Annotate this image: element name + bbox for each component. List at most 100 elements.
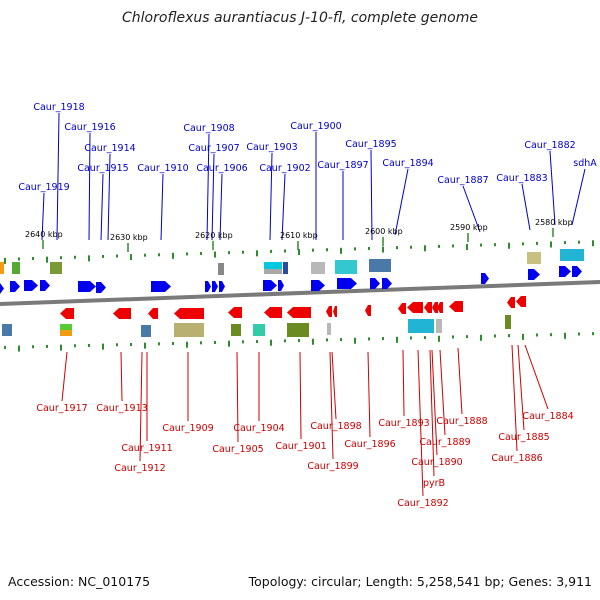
gene-label-forward: Caur_1910 <box>137 163 188 174</box>
tick-dot <box>410 245 412 249</box>
forward-gene-arrow <box>78 281 96 292</box>
forward-gene-arrow <box>40 280 50 291</box>
reverse-gene-arrow <box>326 306 332 317</box>
reverse-gene-labels: Caur_1917 Caur_1913 Caur_1911 Caur_1912 Caur… <box>36 403 573 509</box>
tick-dot <box>536 241 538 245</box>
leader-line <box>100 173 104 241</box>
tick-dot <box>298 339 300 343</box>
tick-dot <box>270 249 272 253</box>
scale-label: 2640 kbp <box>25 230 63 239</box>
reverse-gene-arrow <box>449 301 463 312</box>
tick-dot <box>186 252 188 256</box>
leader-line <box>281 173 286 241</box>
forward-gene-arrow <box>0 283 4 294</box>
gene-label-reverse: Caur_1917 <box>36 403 87 414</box>
reverse-gene-arrow <box>516 296 526 307</box>
tick-dot <box>354 337 356 344</box>
feature-boxes <box>0 249 584 337</box>
scale-labels: 2640 kbp 2630 kbp 2620 kbp 2610 kbp 2600 kbp… <box>25 218 573 252</box>
leader-line <box>329 351 334 460</box>
feature-box <box>436 319 442 333</box>
scale-label: 2590 kbp <box>450 223 488 232</box>
tick-dot <box>256 250 258 257</box>
leader-line <box>211 153 215 241</box>
feature-box <box>50 262 62 274</box>
forward-gene-arrow <box>481 273 489 284</box>
tick-dot <box>284 339 286 343</box>
leader-line <box>139 351 143 462</box>
feature-box <box>141 325 151 337</box>
tick-dot <box>214 251 216 258</box>
gene-label-forward: Caur_1894 <box>382 158 433 169</box>
leader-line <box>549 150 556 226</box>
feature-box <box>311 262 325 274</box>
feature-box <box>60 330 72 336</box>
tick-dot <box>214 341 216 345</box>
tick-dot <box>74 255 76 259</box>
tick-dot <box>340 247 342 254</box>
gene-label-forward: Caur_1895 <box>345 139 396 150</box>
tick-dot <box>550 241 552 248</box>
gene-label-forward: Caur_1919 <box>18 182 69 193</box>
leader-line <box>88 132 91 241</box>
tick-dot <box>354 247 356 251</box>
leader-line <box>61 351 68 402</box>
feature-box <box>287 323 309 337</box>
reverse-gene-arrow <box>174 308 204 319</box>
tick-dot <box>396 336 398 343</box>
tick-dot <box>46 344 48 348</box>
feature-box <box>264 269 282 274</box>
gene-label-reverse: Caur_1885 <box>498 432 549 443</box>
forward-gene-arrow <box>263 280 277 291</box>
tick-dot <box>116 254 118 258</box>
gene-label-forward: Caur_1883 <box>496 173 547 184</box>
feature-box <box>283 262 288 274</box>
forward-gene-arrow <box>24 280 38 291</box>
reverse-leader-lines <box>61 344 549 497</box>
gene-label-forward: Caur_1903 <box>246 142 297 153</box>
leader-line <box>41 192 45 241</box>
tick-dot <box>522 242 524 246</box>
reverse-gene-arrow <box>424 302 432 313</box>
feature-box <box>60 324 72 330</box>
tick-dot <box>382 246 384 253</box>
gene-label-forward: Caur_1902 <box>259 163 310 174</box>
leader-line <box>521 183 531 231</box>
tick-dot <box>60 256 62 260</box>
forward-gene-labels: Caur_1918 Caur_1916 Caur_1914 Caur_1915 Caur… <box>18 102 597 193</box>
tick-dot <box>228 340 230 347</box>
reverse-gene-arrow <box>432 302 438 313</box>
tick-dot <box>312 338 314 345</box>
leader-line <box>462 185 481 233</box>
leader-line <box>517 344 525 431</box>
accession-label: Accession: NC_010175 <box>8 574 151 589</box>
tick-dot <box>494 334 496 338</box>
reverse-gene-arrow <box>228 307 242 318</box>
feature-box <box>174 323 204 337</box>
reverse-gene-arrow <box>148 308 158 319</box>
feature-box <box>253 324 265 336</box>
forward-leader-lines <box>41 112 586 241</box>
leader-line <box>571 168 586 226</box>
gene-label-reverse: Caur_1909 <box>162 423 213 434</box>
forward-gene-arrow <box>151 281 171 292</box>
genome-backbone <box>0 280 600 306</box>
tick-dot <box>242 250 244 254</box>
leader-line <box>417 349 424 497</box>
reverse-gene-arrow <box>113 308 131 319</box>
gene-label-reverse: Caur_1901 <box>275 441 326 452</box>
feature-box <box>408 319 434 333</box>
reverse-gene-arrow <box>365 305 371 316</box>
reverse-gene-arrow <box>264 307 282 318</box>
tick-dot <box>144 342 146 349</box>
gene-label-reverse: Caur_1889 <box>419 437 470 448</box>
genome-summary: Topology: circular; Length: 5,258,541 bp… <box>248 574 592 589</box>
tick-dot <box>116 343 118 347</box>
tick-dot <box>242 340 244 344</box>
backbone-arc <box>0 280 600 306</box>
reverse-gene-arrow <box>333 306 337 317</box>
tick-dot <box>396 246 398 250</box>
reverse-gene-arrow <box>407 302 423 313</box>
gene-label-reverse: Caur_1884 <box>522 411 573 422</box>
